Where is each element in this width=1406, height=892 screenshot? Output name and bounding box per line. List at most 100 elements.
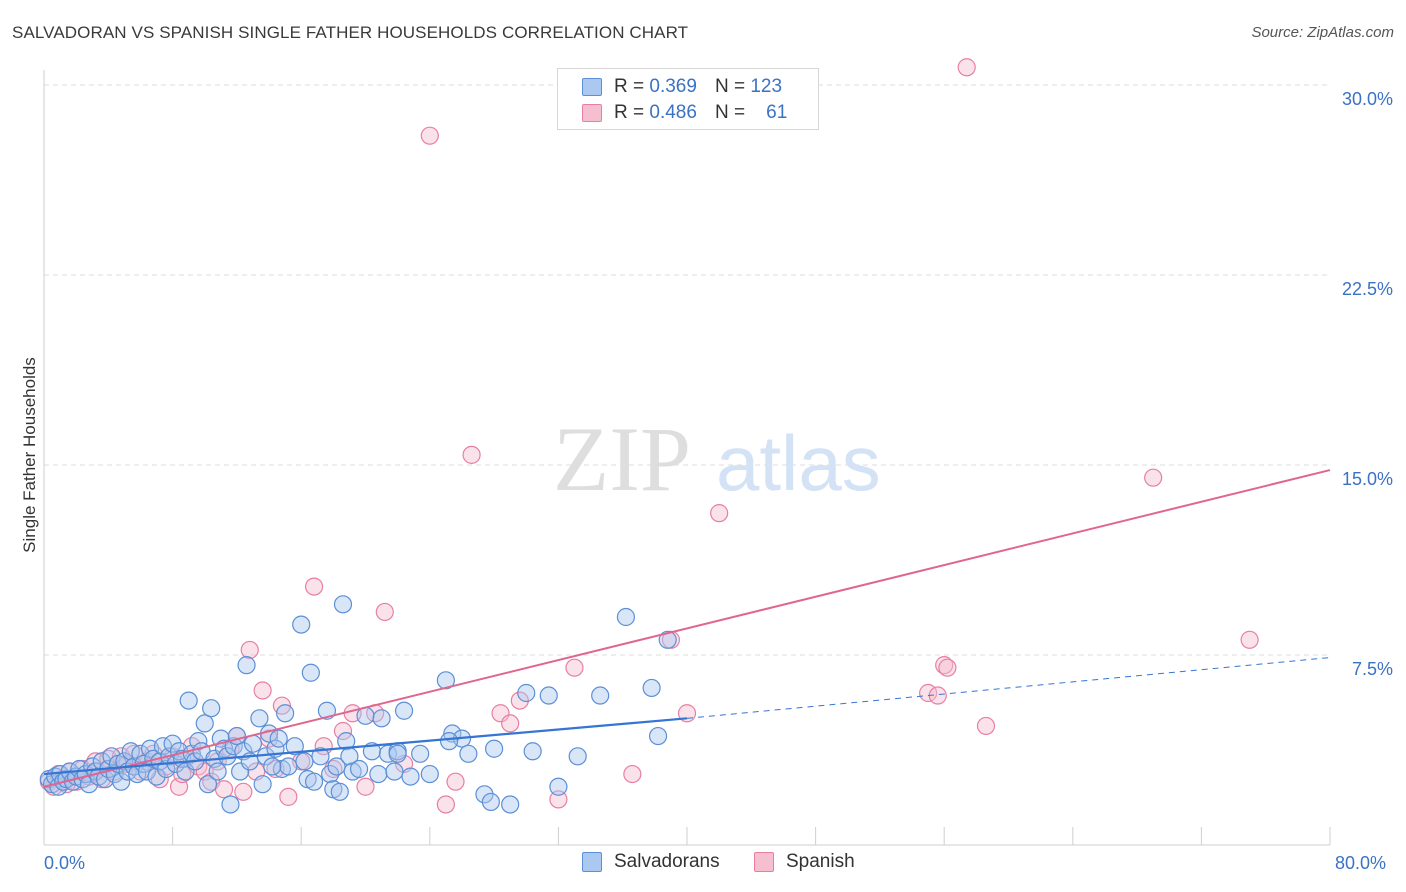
data-point-salvadoran — [195, 714, 214, 733]
data-point-salvadoran — [591, 686, 610, 705]
legend-row-salvadorans: R = 0.369 N = 123 — [582, 74, 782, 100]
data-point-salvadoran — [218, 747, 237, 766]
legend-swatch-pink — [754, 852, 774, 872]
legend-r-value: 0.486 — [649, 102, 697, 123]
legend-row-spanish: R = 0.486 N = 61 — [582, 100, 787, 126]
data-point-salvadoran — [616, 607, 636, 627]
data-point-spanish — [356, 777, 375, 796]
data-point-spanish — [957, 58, 976, 77]
data-point-spanish — [565, 658, 584, 677]
stats-legend: R = 0.369 N = 123 R = 0.486 N = 61 — [557, 68, 819, 130]
data-point-salvadoran — [321, 764, 340, 784]
legend-n-value: 61 — [766, 102, 788, 123]
grid-lines — [44, 84, 1330, 656]
data-point-salvadoran — [285, 737, 304, 756]
data-point-salvadoran — [459, 744, 478, 763]
data-point-spanish — [214, 780, 234, 799]
watermark-zip: ZIP — [553, 408, 691, 510]
data-point-salvadoran — [658, 630, 677, 649]
legend-item-salvadorans[interactable]: Salvadorans — [582, 851, 720, 873]
data-point-spanish — [976, 716, 996, 736]
legend-item-spanish[interactable]: Spanish — [754, 851, 855, 873]
data-point-salvadoran — [642, 678, 661, 698]
data-point-salvadoran — [568, 747, 587, 766]
data-point-spanish — [234, 782, 253, 801]
y-tick-label: 15.0% — [1341, 469, 1393, 489]
legend-n-label: N = — [714, 102, 746, 123]
legend-swatch-pink — [582, 104, 602, 122]
legend-label-salvadorans: Salvadorans — [614, 851, 720, 872]
data-point-salvadoran — [198, 775, 218, 794]
legend-swatch-blue — [582, 852, 602, 872]
data-point-salvadoran — [337, 732, 356, 751]
data-point-salvadoran — [411, 744, 430, 763]
data-point-salvadoran — [327, 757, 346, 776]
data-point-salvadoran — [523, 742, 542, 761]
y-tick-label: 7.5% — [1351, 659, 1393, 679]
y-tick-label: 30.0% — [1341, 89, 1393, 109]
source-label: Source: ZipAtlas.com — [1251, 24, 1394, 41]
data-point-salvadoran — [202, 699, 221, 718]
legend-label-spanish: Spanish — [786, 851, 855, 872]
data-point-salvadoran — [539, 686, 558, 705]
legend-r-value: 0.369 — [649, 76, 697, 97]
data-point-spanish — [304, 577, 324, 596]
data-point-salvadoran — [439, 732, 459, 751]
data-point-salvadoran — [292, 615, 311, 634]
data-point-salvadoran — [295, 752, 314, 771]
watermark: ZIP atlas — [553, 408, 881, 510]
data-point-salvadoran — [388, 744, 407, 763]
data-point-spanish — [333, 721, 353, 741]
data-point-spanish — [1240, 630, 1259, 649]
data-point-spanish — [710, 504, 729, 523]
x-tick-min: 0.0% — [44, 853, 86, 873]
data-point-salvadoran — [147, 767, 166, 786]
data-point-salvadoran — [179, 691, 198, 710]
data-point-salvadoran — [401, 767, 420, 786]
data-point-spanish — [375, 602, 394, 622]
data-point-salvadoran — [221, 795, 240, 814]
data-point-spanish — [549, 790, 568, 809]
data-point-spanish — [623, 764, 642, 784]
data-point-salvadoran — [317, 701, 337, 720]
legend-n-value: 123 — [750, 76, 783, 97]
data-point-salvadoran — [269, 729, 288, 748]
legend-n-label: N = — [714, 76, 746, 97]
data-point-spanish — [938, 658, 957, 677]
data-point-spanish — [259, 729, 279, 748]
data-point-salvadoran — [420, 764, 439, 784]
data-point-salvadoran — [436, 671, 455, 690]
data-point-salvadoran — [301, 663, 320, 682]
data-point-spanish — [510, 691, 529, 710]
data-point-spanish — [240, 640, 259, 660]
data-point-spanish — [935, 656, 954, 675]
data-point-salvadoran — [485, 739, 504, 758]
data-point-spanish — [173, 764, 192, 784]
trend-line-spanish — [43, 469, 1331, 788]
data-point-salvadoran — [481, 792, 500, 812]
legend-swatch-blue — [582, 78, 602, 96]
data-point-spanish — [462, 445, 481, 464]
trend-line-salvadoran-extrapolated — [686, 657, 1331, 719]
data-point-salvadoran — [333, 595, 353, 614]
data-point-salvadoran — [263, 757, 282, 776]
salvadoran-points — [39, 595, 677, 814]
data-point-salvadoran — [163, 734, 182, 753]
series-legend: Salvadorans Spanish — [0, 851, 1406, 877]
data-point-salvadoran — [501, 795, 520, 814]
data-point-salvadoran — [330, 782, 349, 801]
y-tick-label: 22.5% — [1341, 279, 1393, 299]
data-point-salvadoran — [648, 726, 668, 746]
data-point-salvadoran — [250, 709, 269, 728]
data-point-salvadoran — [279, 757, 298, 776]
data-point-spanish — [420, 126, 439, 145]
data-point-spanish — [324, 759, 343, 779]
data-point-salvadoran — [253, 775, 272, 794]
data-point-salvadoran — [475, 785, 494, 804]
data-point-salvadoran — [372, 709, 391, 728]
trend-lines — [43, 469, 1331, 788]
data-point-salvadoran — [311, 747, 330, 766]
data-point-spanish — [1144, 468, 1163, 487]
axes — [43, 70, 1331, 846]
legend-r-label: R = — [614, 76, 645, 97]
